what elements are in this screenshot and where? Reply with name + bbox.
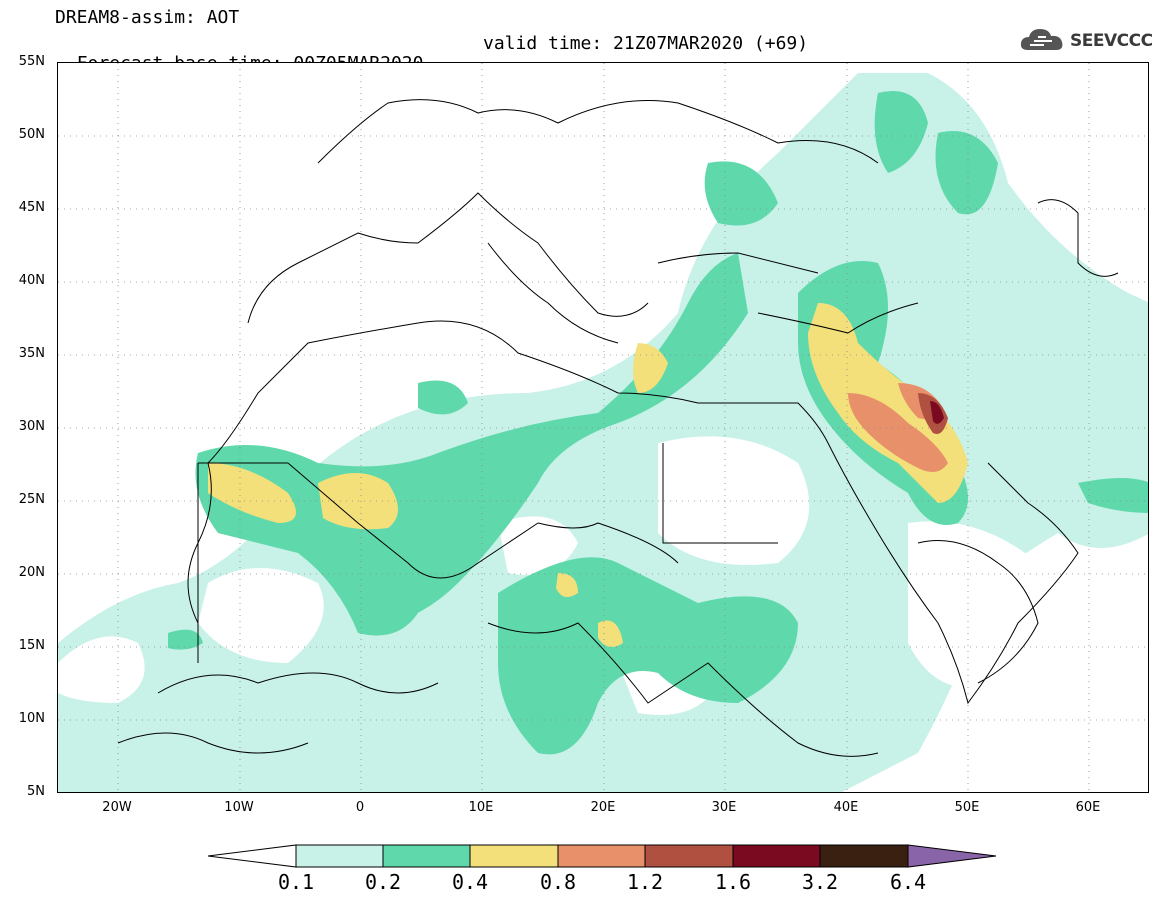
title: DREAM8-assim: AOT (55, 7, 240, 28)
seevccc-logo: SEEVCCC (1018, 24, 1158, 56)
colorbar-segment-5 (732, 844, 821, 868)
colorbar-label: 1.2 (626, 870, 664, 894)
lon-label-40e: 40E (833, 800, 859, 815)
colorbar-label: 1.6 (714, 870, 752, 894)
lat-label-35n: 35N (18, 346, 45, 361)
lat-label-50n: 50N (18, 127, 45, 142)
colorbar-label: 0.4 (451, 870, 489, 894)
coastlines-borders (117, 99, 1119, 757)
colorbar-label: 0.2 (364, 870, 402, 894)
lat-label-55n: 55N (18, 54, 45, 69)
lon-label-0: 0 (355, 800, 365, 815)
lon-label-10e: 10E (468, 800, 494, 815)
lat-label-25n: 25N (18, 492, 45, 507)
lat-label-5n: 5N (27, 784, 45, 799)
colorbar-segment-4 (644, 844, 734, 868)
colorbar-label: 0.8 (539, 870, 577, 894)
lat-label-45n: 45N (18, 200, 45, 215)
aot-map (57, 62, 1149, 793)
lon-label-30e: 30E (711, 800, 737, 815)
colorbar-label: 6.4 (889, 870, 927, 894)
lon-label-50e: 50E (954, 800, 980, 815)
cloud-icon (1020, 29, 1063, 50)
colorbar-label: 3.2 (801, 870, 839, 894)
colorbar-segment-under (207, 844, 297, 868)
colorbar-label: 0.1 (277, 870, 315, 894)
valid-time: valid time: 21Z07MAR2020 (+69) (483, 33, 809, 54)
lat-label-20n: 20N (18, 565, 45, 580)
lat-label-30n: 30N (18, 419, 45, 434)
lon-label-60e: 60E (1075, 800, 1101, 815)
lon-label-20e: 20E (590, 800, 616, 815)
colorbar-segment-3 (557, 844, 646, 868)
colorbar-segment-over (907, 844, 997, 868)
logo-text: SEEVCCC (1070, 31, 1153, 51)
colorbar-segment-0 (295, 844, 384, 868)
lat-label-15n: 15N (18, 638, 45, 653)
lon-label-20w: 20W (102, 800, 132, 815)
graticule (58, 63, 1148, 792)
lon-label-10w: 10W (224, 800, 254, 815)
colorbar-segment-6 (819, 844, 909, 868)
aot-shading (58, 63, 1148, 792)
colorbar-segment-1 (382, 844, 471, 868)
colorbar-segment-2 (469, 844, 559, 868)
lat-label-10n: 10N (18, 711, 45, 726)
lat-label-40n: 40N (18, 273, 45, 288)
